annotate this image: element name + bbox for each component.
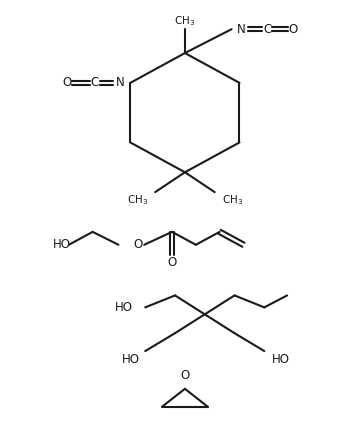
Text: HO: HO (272, 352, 290, 365)
Text: O: O (288, 23, 298, 36)
Text: N: N (237, 23, 246, 36)
Text: C: C (263, 23, 271, 36)
Text: O: O (134, 238, 143, 251)
Text: CH$_3$: CH$_3$ (174, 14, 196, 28)
Text: HO: HO (122, 352, 140, 365)
Text: CH$_3$: CH$_3$ (127, 193, 148, 207)
Text: C: C (91, 76, 99, 89)
Text: N: N (116, 76, 125, 89)
Text: O: O (62, 76, 71, 89)
Text: O: O (167, 256, 177, 269)
Text: CH$_3$: CH$_3$ (222, 193, 243, 207)
Text: O: O (180, 369, 190, 382)
Text: HO: HO (53, 238, 71, 251)
Text: HO: HO (116, 301, 133, 314)
